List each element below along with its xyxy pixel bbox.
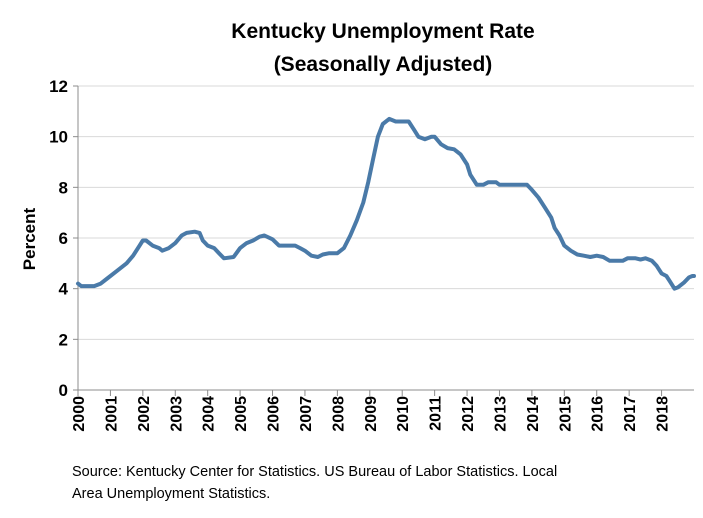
x-tick-label: 2008 <box>330 396 347 432</box>
y-tick-label: 4 <box>59 280 69 299</box>
x-tick-label: 2011 <box>428 396 445 431</box>
y-axis-label: Percent <box>20 207 39 270</box>
x-tick-label: 2006 <box>266 396 283 432</box>
y-tick-label: 10 <box>49 128 68 147</box>
x-tick-label: 2003 <box>168 396 185 432</box>
x-tick-label: 2000 <box>71 396 88 432</box>
chart-svg: Kentucky Unemployment Rate (Seasonally A… <box>20 20 696 432</box>
x-tick-label: 2016 <box>590 396 607 432</box>
x-tick-label: 2013 <box>492 396 509 432</box>
y-tick-label: 2 <box>59 330 68 349</box>
y-tick-label: 0 <box>59 381 68 400</box>
chart-subtitle: (Seasonally Adjusted) <box>274 53 493 76</box>
x-tick-label: 2010 <box>395 396 412 432</box>
x-tick-label: 2018 <box>655 396 672 432</box>
axes <box>73 85 694 396</box>
x-tick-label: 2014 <box>525 396 542 432</box>
source-line-1: Source: Kentucky Center for Statistics. … <box>72 464 558 480</box>
x-tick-label: 2004 <box>201 396 218 432</box>
x-tick-label: 2012 <box>460 396 477 432</box>
x-tick-labels: 2000 2001 2002 2003 2004 2005 2006 2007 2008 2009… <box>71 396 672 432</box>
x-tick-label: 2005 <box>233 396 250 432</box>
y-tick-label: 6 <box>59 229 68 248</box>
x-tick-label: 2001 <box>103 396 120 432</box>
chart-title: Kentucky Unemployment Rate <box>231 20 534 43</box>
source-line-2: Area Unemployment Statistics. <box>72 486 271 502</box>
x-tick-label: 2015 <box>557 396 574 432</box>
y-tick-labels: 0 2 4 6 8 10 12 <box>49 77 68 400</box>
x-tick-label: 2009 <box>363 396 380 432</box>
x-tick-label: 2017 <box>622 396 639 432</box>
x-tick-label: 2007 <box>298 396 315 432</box>
series-line-unemployment-rate <box>76 116 696 291</box>
y-tick-label: 12 <box>49 77 68 96</box>
x-tick-label: 2002 <box>136 396 153 432</box>
y-tick-label: 8 <box>59 178 68 197</box>
source-note: Source: Kentucky Center for Statistics. … <box>72 461 672 505</box>
